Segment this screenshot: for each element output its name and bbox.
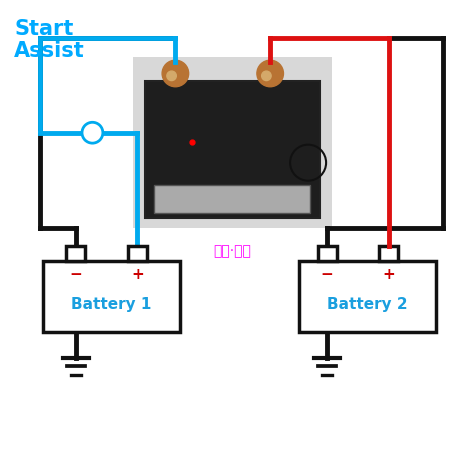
Bar — [379, 246, 398, 261]
Bar — [128, 246, 147, 261]
Circle shape — [257, 60, 283, 87]
Text: +: + — [131, 267, 144, 283]
Bar — [43, 261, 180, 332]
Bar — [145, 81, 320, 218]
Circle shape — [167, 71, 176, 81]
Circle shape — [82, 122, 103, 143]
Text: +: + — [383, 267, 395, 283]
Bar — [66, 246, 85, 261]
Circle shape — [162, 60, 189, 87]
Bar — [299, 261, 436, 332]
Bar — [154, 185, 310, 213]
Circle shape — [262, 71, 271, 81]
Bar — [318, 246, 337, 261]
Text: Battery 1: Battery 1 — [71, 297, 152, 312]
Text: −: − — [70, 267, 82, 283]
Text: Start
Assist: Start Assist — [14, 19, 85, 61]
Text: Battery 2: Battery 2 — [327, 297, 408, 312]
Text: −: − — [321, 267, 333, 283]
Text: 宁波·普正: 宁波·普正 — [213, 244, 251, 258]
Bar — [133, 57, 332, 228]
